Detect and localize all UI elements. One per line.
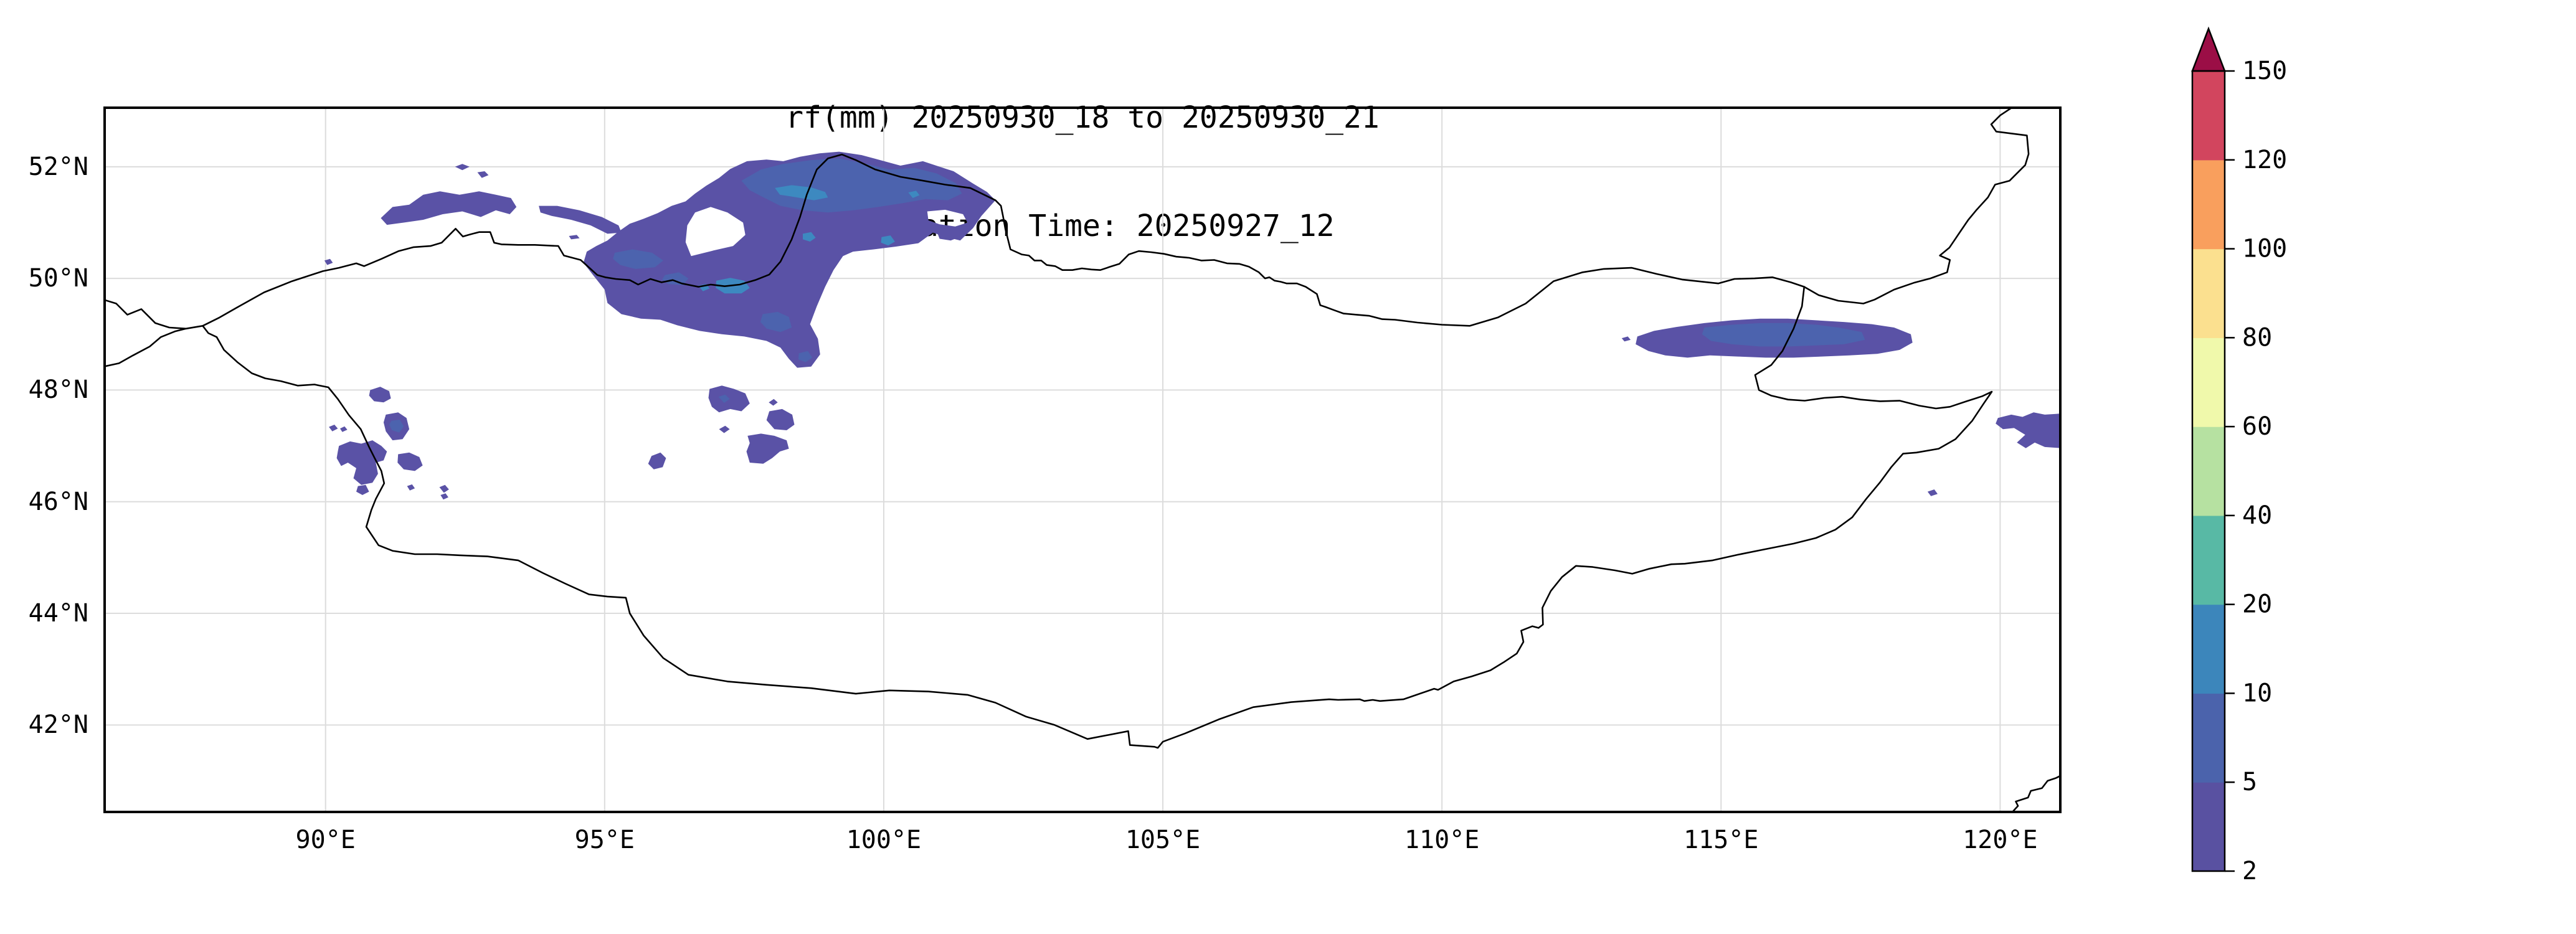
precip-region-west-lobe-inner (613, 249, 663, 269)
colorbar-tick-label-120: 120 (2242, 146, 2287, 174)
precip-region-belt-inner (760, 311, 792, 333)
kazakhstan-china-border (103, 328, 187, 368)
precip-region-west-blob-w1 (369, 387, 391, 403)
x-tick-label-90: 90°E (295, 826, 356, 854)
mongolia-border (202, 153, 1993, 749)
precip-region-tail-inner-dot (798, 351, 813, 362)
precip-region-east-dash (1621, 336, 1631, 342)
precip-region-dot-118.7N46.2 (1927, 489, 1938, 496)
precip-region-south-dot-f (769, 399, 778, 406)
y-tick-label-46: 46°N (28, 487, 88, 516)
colorbar-over-arrow (2191, 26, 2226, 72)
precip-region-blob-a-inner-dot (718, 394, 730, 403)
precip-region-west-cluster-w4 (336, 440, 387, 485)
precip-region-tiny-10-20-100.5 (908, 191, 920, 198)
map-canvas (103, 106, 2062, 813)
y-tick-label-48: 48°N (28, 375, 88, 405)
russia-china-border-northeast (1803, 106, 2030, 304)
colorbar-segment-120 (2192, 71, 2225, 161)
precip-region-dash-94.4N50.7 (569, 235, 580, 240)
precip-region-northwest-main-mass (583, 151, 996, 368)
colorbar: 2 5 10 20 40 60 80 100 120 150 (2191, 26, 2287, 885)
precip-region-west-dot-w6b (440, 493, 448, 500)
colorbar-outline (2191, 70, 2226, 872)
precip-region-dot-10-20-100.0 (881, 235, 895, 246)
colorbar-tick-label-20: 20 (2242, 590, 2272, 619)
precip-region-speck-92.8N51.9 (477, 171, 489, 178)
precip-region-sayan-arc-east (539, 205, 622, 234)
precip-region-w2-inner-dot (389, 420, 404, 433)
colorbar-segment-10 (2192, 604, 2225, 694)
colorbar-segment-40 (2192, 427, 2225, 516)
precip-region-west-dot-w6a (439, 484, 449, 493)
precip-region-blob-101N50.8 (937, 228, 961, 241)
x-tick-label-95: 95°E (574, 826, 635, 854)
precip-region-dot-90N50.3 (324, 258, 333, 265)
precip-region-speck-92.4N52 (455, 164, 470, 171)
precip-region-right-edge-blob (1996, 412, 2062, 448)
colorbar-tick-label-10: 10 (2242, 679, 2272, 707)
colorbar-tick-label-2: 2 (2242, 857, 2257, 885)
precip-region-south-blob-c (746, 433, 789, 464)
russia-kazakhstan-border (103, 298, 204, 330)
precip-region-belt-inner-small (662, 272, 689, 285)
colorbar-segment-5 (2192, 693, 2225, 783)
precip-region-south-dot-d (719, 425, 730, 433)
precip-region-west-dot-w3b (340, 426, 348, 432)
x-tick-label-115: 115°E (1683, 826, 1759, 854)
colorbar-segment-100 (2192, 159, 2225, 250)
precip-region-east-blob-inner (1702, 323, 1865, 347)
y-tick-label-52: 52°N (28, 152, 88, 181)
colorbar-tick-label-60: 60 (2242, 412, 2272, 441)
colorbar-tick-label-5: 5 (2242, 768, 2257, 796)
precip-region-streak-10-20 (775, 185, 828, 200)
colorbar-tick-label-40: 40 (2242, 501, 2272, 530)
y-tick-label-42: 42°N (28, 710, 88, 740)
precip-region-west-dot-w3a (329, 425, 338, 432)
map-axes (103, 106, 2062, 813)
coastline-southeast (2010, 774, 2062, 813)
precip-region-dot-10-20-98.6 (803, 232, 816, 242)
x-tick-label-100: 100°E (846, 826, 922, 854)
colorbar-segment-20 (2192, 515, 2225, 605)
precip-region-west-blob-w4b (356, 484, 369, 495)
precip-region-south-blob-e (648, 452, 666, 469)
colorbar-segment-60 (2192, 337, 2225, 427)
precip-region-sayan-arc-west (381, 191, 517, 225)
y-tick-label-44: 44°N (28, 599, 88, 628)
precip-region-west-dot-w7 (407, 484, 415, 491)
y-tick-label-50: 50°N (28, 264, 88, 293)
x-tick-label-110: 110°E (1404, 826, 1480, 854)
precip-region-south-blob-b (766, 408, 795, 430)
colorbar-tick-label-80: 80 (2242, 323, 2272, 352)
colorbar-tick-label-150: 150 (2242, 57, 2287, 85)
colorbar-tick-label-100: 100 (2242, 235, 2287, 263)
colorbar-segment-2 (2192, 782, 2225, 872)
precip-region-west-blob-w5 (397, 452, 423, 471)
x-tick-label-105: 105°E (1125, 826, 1201, 854)
precip-region-upper-mass-inner (741, 158, 962, 213)
colorbar-segment-80 (2192, 248, 2225, 338)
x-tick-label-120: 120°E (1963, 826, 2038, 854)
